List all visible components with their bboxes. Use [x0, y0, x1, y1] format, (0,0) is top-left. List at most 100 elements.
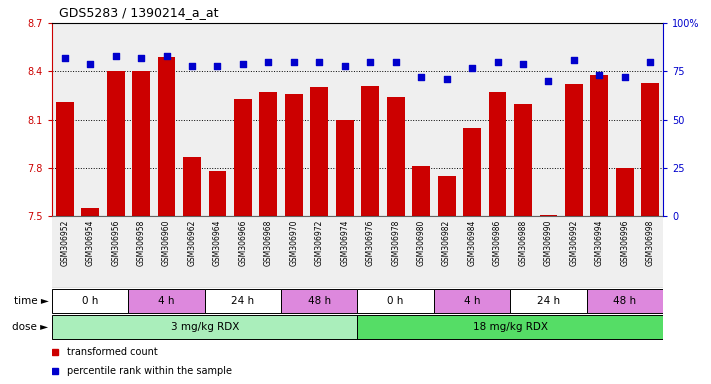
Point [212, 63, 223, 69]
Point [59, 55, 70, 61]
Text: GSM306970: GSM306970 [289, 220, 299, 266]
Point [339, 63, 351, 69]
Bar [641, 83, 659, 216]
Bar [205, 216, 230, 288]
Bar [281, 23, 306, 216]
Bar [434, 216, 459, 288]
Bar [77, 23, 103, 216]
Bar [103, 23, 129, 216]
Bar [535, 216, 561, 288]
Point [466, 65, 478, 71]
Bar [383, 216, 408, 288]
Bar [281, 290, 358, 313]
Text: 0 h: 0 h [387, 296, 404, 306]
Bar [383, 23, 408, 216]
Text: GSM306952: GSM306952 [60, 220, 69, 266]
Text: GSM306974: GSM306974 [341, 220, 349, 266]
Bar [638, 216, 663, 288]
Bar [616, 168, 634, 216]
Point [288, 59, 299, 65]
Bar [52, 216, 77, 288]
Bar [510, 23, 535, 216]
Text: 48 h: 48 h [308, 296, 331, 306]
Bar [412, 166, 430, 216]
Bar [514, 104, 532, 216]
Point [161, 53, 172, 59]
Point [518, 61, 529, 67]
Bar [179, 216, 205, 288]
Point [390, 59, 402, 65]
Text: GSM306972: GSM306972 [315, 220, 324, 266]
Bar [179, 23, 205, 216]
Point [594, 72, 605, 78]
Bar [52, 316, 358, 339]
Text: GSM306988: GSM306988 [518, 220, 528, 266]
Text: GSM306968: GSM306968 [264, 220, 273, 266]
Point [314, 59, 325, 65]
Text: GSM306998: GSM306998 [646, 220, 655, 266]
Bar [438, 176, 456, 216]
Bar [434, 23, 459, 216]
Text: 4 h: 4 h [159, 296, 175, 306]
Bar [485, 23, 510, 216]
Text: GSM306964: GSM306964 [213, 220, 222, 266]
Bar [358, 290, 434, 313]
Bar [56, 102, 74, 216]
Bar [154, 23, 179, 216]
Text: GSM306956: GSM306956 [111, 220, 120, 266]
Bar [358, 316, 663, 339]
Bar [306, 216, 332, 288]
Bar [485, 216, 510, 288]
Bar [361, 86, 379, 216]
Point [568, 57, 579, 63]
Bar [311, 88, 328, 216]
Bar [612, 23, 638, 216]
Bar [408, 23, 434, 216]
Text: GSM306958: GSM306958 [137, 220, 146, 266]
Text: 4 h: 4 h [464, 296, 481, 306]
Bar [81, 208, 99, 216]
Bar [281, 216, 306, 288]
Point [441, 76, 452, 82]
Bar [587, 216, 612, 288]
Point [492, 59, 503, 65]
Bar [129, 23, 154, 216]
Point [415, 74, 427, 80]
Bar [234, 99, 252, 216]
Bar [387, 97, 405, 216]
Bar [158, 57, 176, 216]
Bar [459, 216, 485, 288]
Bar [230, 23, 256, 216]
Bar [638, 23, 663, 216]
Bar [408, 216, 434, 288]
Text: GSM306994: GSM306994 [595, 220, 604, 266]
Text: 24 h: 24 h [537, 296, 560, 306]
Point [542, 78, 554, 84]
Bar [358, 23, 383, 216]
Bar [205, 290, 281, 313]
Bar [129, 216, 154, 288]
Bar [463, 128, 481, 216]
Bar [565, 84, 583, 216]
Bar [129, 290, 205, 313]
Bar [132, 71, 150, 216]
Point [110, 53, 122, 59]
Bar [358, 216, 383, 288]
Point [262, 59, 274, 65]
Bar [154, 216, 179, 288]
Text: GSM306954: GSM306954 [86, 220, 95, 266]
Bar [510, 216, 535, 288]
Text: GSM306984: GSM306984 [468, 220, 476, 266]
Bar [52, 290, 129, 313]
Text: 24 h: 24 h [231, 296, 255, 306]
Bar [587, 290, 663, 313]
Point [237, 61, 249, 67]
Text: transformed count: transformed count [68, 347, 158, 357]
Bar [285, 94, 303, 216]
Bar [205, 23, 230, 216]
Text: 0 h: 0 h [82, 296, 98, 306]
Bar [332, 23, 358, 216]
Bar [459, 23, 485, 216]
Bar [587, 23, 612, 216]
Bar [510, 290, 587, 313]
